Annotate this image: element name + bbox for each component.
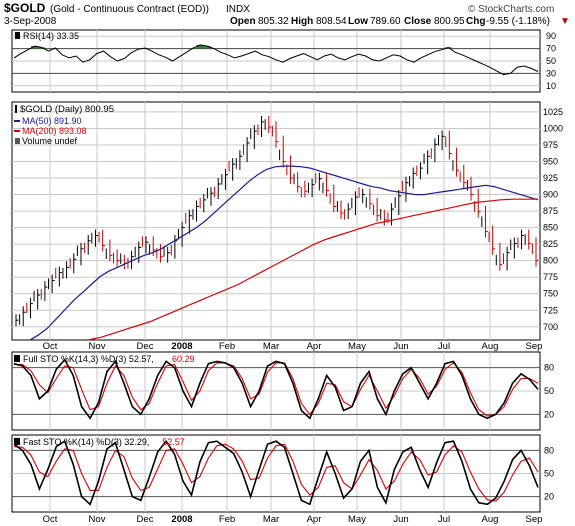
fast-sto-legend-d-value: 52.57 [162,437,185,447]
x-axis-label-bottom: Aug [482,514,499,525]
x-axis-label-mid: Mar [263,341,279,352]
low-label: Low [348,16,368,27]
rsi-overbought-fill [203,46,211,49]
price-ytick: 775 [543,272,558,282]
full-sto-ytick: 80 [544,363,554,373]
price-ytick: 1025 [543,107,563,117]
x-axis-label-bottom: Nov [89,514,106,525]
rsi-ytick: 50 [546,56,556,66]
x-axis-label-bottom: Mar [263,514,279,525]
close-value: 800.95 [434,16,465,27]
x-axis-label-mid: Jul [438,341,450,352]
high-value: 808.54 [316,16,347,27]
full-sto-d-line [14,362,539,417]
x-axis-label-mid: May [348,341,366,352]
price-ytick: 975 [543,140,558,150]
ma50-line [29,165,539,341]
rsi-ytick: 70 [546,44,556,54]
chg-down-arrow: ▼ [560,16,570,27]
x-axis-label-bottom: Jul [438,514,450,525]
fast-sto-legend-swatch [14,438,20,445]
x-axis-label-mid: Aug [482,341,499,352]
x-axis-label-bottom: May [348,514,366,525]
price-ytick: 925 [543,173,558,183]
rsi-overbought-fill [30,46,39,49]
x-axis-label-mid: Oct [43,341,58,352]
ma200-legend: MA(200) 893.08 [22,126,87,136]
x-axis-label-bottom: Dec [137,514,154,525]
price-panel: 1025 1000 975 950 925 900 875 850 825 800 775 750 72… [11,101,563,341]
brand-watermark: © StockCharts.com [468,4,554,15]
close-label: Close [404,16,432,27]
x-axis-label-mid: Apr [307,341,322,352]
rsi-line [13,44,539,76]
low-value: 789.60 [370,16,401,27]
fast-sto-ytick: 50 [544,469,554,479]
price-ytick: 700 [543,322,558,332]
price-ytick: 1000 [543,123,563,133]
fast-sto-ytick: 80 [544,445,554,455]
open-value: 805.32 [258,16,289,27]
x-axis-label-bottom: Jun [393,514,408,525]
price-ytick: 800 [543,256,558,266]
chart-exchange: INDX [226,4,250,15]
fast-sto-k-line [13,439,539,506]
rsi-ytick: 90 [546,31,556,41]
x-axis-label-mid: Feb [219,341,235,352]
x-axis-label-bottom: 2008 [171,514,192,525]
x-axis-label-bottom: Oct [43,514,58,525]
fast-sto-ytick: 20 [544,492,554,502]
rsi-panel: 90 70 50 30 10 RSI(14) 33.35 [11,29,556,93]
x-axis-label-mid: 2008 [171,341,192,352]
price-ytick: 900 [543,190,558,200]
chg-value: -9.55 (-1.18%) [486,16,550,27]
full-sto-legend-d-value: 60.29 [172,354,195,364]
full-sto-legend-swatch [14,355,20,362]
ma50-legend: MA(50) 891.90 [22,116,82,126]
x-axis-bottom: Oct Nov Dec 2008 Feb Mar Apr May Jun Jul Aug Sep [43,514,543,525]
x-axis-middle: Oct Nov Dec 2008 Feb Mar Apr May Jun Jul Aug Sep [43,341,543,352]
x-axis-label-bottom: Apr [307,514,322,525]
ma200-line [87,198,538,341]
rsi-overbought-fill [196,44,204,49]
chart-description: (Gold - Continuous Contract (EOD)) [50,4,209,15]
rsi-ytick: 30 [546,68,556,78]
price-legend-main: $GOLD (Daily) 800.95 [20,104,114,115]
price-ytick: 725 [543,305,558,315]
x-axis-label-bottom: Feb [219,514,235,525]
x-axis-label-mid: Jun [393,341,408,352]
x-axis-label-mid: Dec [137,341,154,352]
full-sto-k-line [13,358,539,420]
chart-date: 3-Sep-2008 [4,16,57,27]
price-ytick: 850 [543,223,558,233]
volume-legend: Volume undef [22,136,78,146]
fast-sto-legend: Fast STO %K(14) %D(3) 32.29, [23,437,149,447]
fast-sto-panel: 80 50 20 Fast STO %K(14) %D(3) 32.29, 52.57 [11,434,554,513]
price-ytick: 950 [543,157,558,167]
full-sto-ytick: 20 [544,409,554,419]
price-ytick: 750 [543,289,558,299]
x-axis-label-mid: Nov [89,341,106,352]
rsi-legend: RSI(14) 33.35 [23,31,79,41]
full-sto-legend: Full STO %K(14,3) %D(3) 52.57, [23,354,154,364]
chart-symbol: $GOLD [4,1,46,15]
rsi-ytick: 10 [546,81,556,91]
price-ytick: 875 [543,206,558,216]
price-ytick: 825 [543,239,558,249]
rsi-legend-swatch [15,32,20,39]
volume-legend-swatch [15,138,20,144]
high-label: High [291,16,313,27]
x-axis-label-mid: Sep [526,341,543,352]
rsi-overbought-fill [37,47,46,49]
full-sto-ytick: 50 [544,386,554,396]
full-sto-panel: 80 50 20 Full STO %K(14,3) %D(3) 52.57, 60.2… [11,351,554,431]
fast-sto-d-line [13,443,539,502]
x-axis-label-bottom: Sep [526,514,543,525]
open-label: Open [230,16,256,27]
chg-label: Chg [466,16,485,27]
price-legend-bar-icon [15,105,17,113]
